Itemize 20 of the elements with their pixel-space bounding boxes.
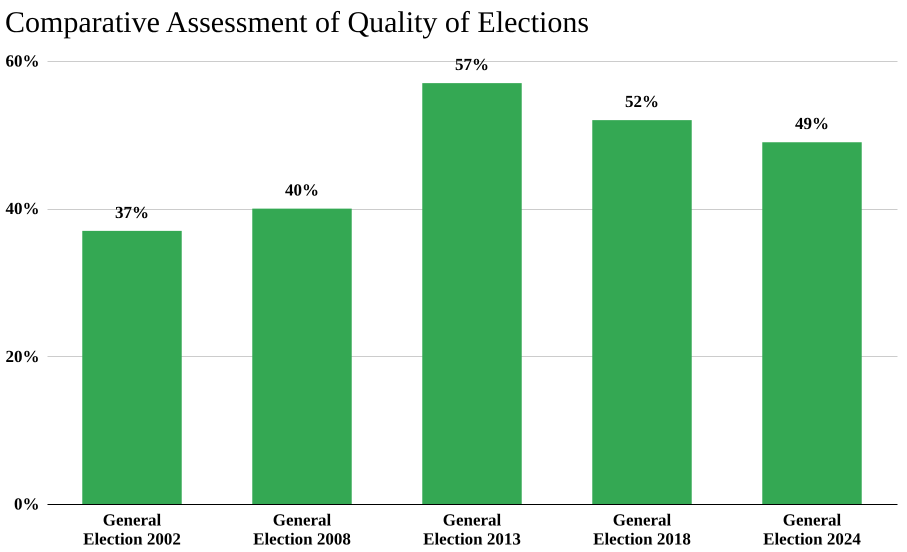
data-label: 57%	[455, 55, 489, 74]
y-tick-label: 40%	[6, 199, 40, 218]
y-tick-label: 60%	[6, 52, 40, 70]
data-label: 37%	[115, 202, 149, 222]
bar	[592, 120, 692, 504]
bar	[252, 208, 352, 504]
x-tick-label: General Election 2008	[253, 510, 351, 548]
x-tick-label: General Election 2018	[593, 510, 691, 548]
data-label: 40%	[285, 180, 319, 200]
data-label: 49%	[795, 114, 829, 134]
y-tick-label: 20%	[6, 346, 40, 366]
y-tick-label: 0%	[14, 494, 40, 514]
bar	[82, 230, 182, 504]
x-tick-label: General Election 2002	[83, 510, 181, 548]
chart-title: Comparative Assessment of Quality of Elections	[5, 6, 590, 39]
data-label: 52%	[625, 92, 659, 112]
x-tick-label: General Election 2024	[763, 510, 862, 548]
x-tick-label: General Election 2013	[423, 510, 521, 548]
bar	[422, 83, 522, 504]
bar	[762, 142, 862, 504]
